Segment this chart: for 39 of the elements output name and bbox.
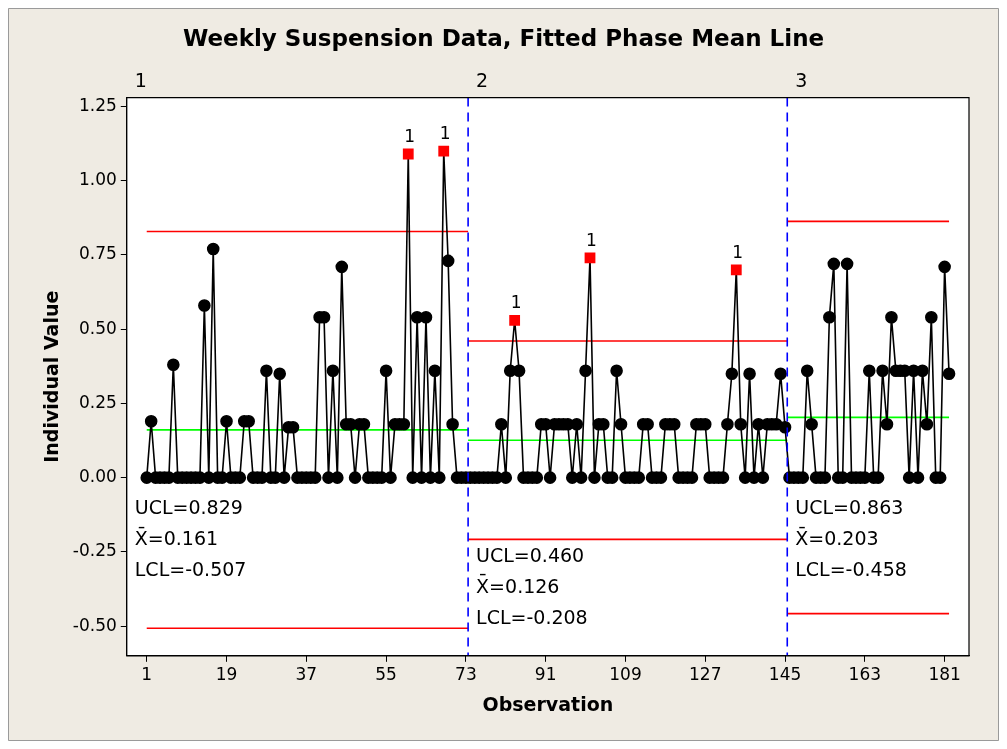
y-tick-label: 1.25 xyxy=(78,94,117,115)
annotation: UCL=0.829 xyxy=(134,496,243,519)
y-tick-label: 0.75 xyxy=(78,243,117,264)
annotation: X̄=0.126 xyxy=(476,573,560,597)
y-tick-label: -0.25 xyxy=(72,540,117,561)
annotation: 1 xyxy=(404,125,416,146)
annotation: LCL=-0.208 xyxy=(476,605,588,628)
y-tick-label: 0.50 xyxy=(78,317,117,338)
x-tick-label: 1 xyxy=(141,664,153,685)
annotation: 1 xyxy=(439,122,451,143)
y-axis-title: Individual Value xyxy=(40,290,63,463)
annotation: X̄=0.161 xyxy=(134,525,219,550)
x-tick-label: 73 xyxy=(455,664,477,685)
annotation: 1 xyxy=(510,292,522,313)
y-tick-label: 1.00 xyxy=(78,169,117,190)
x-tick-label: 55 xyxy=(375,664,397,685)
annotation: LCL=-0.458 xyxy=(795,558,907,581)
annotation: 1 xyxy=(586,229,597,250)
x-tick-label: 145 xyxy=(768,664,802,685)
x-tick-label: 163 xyxy=(848,664,882,685)
x-tick-label: 127 xyxy=(689,664,722,685)
annotation: LCL=-0.507 xyxy=(134,558,247,581)
annotation: UCL=0.460 xyxy=(476,543,585,566)
x-tick-label: 91 xyxy=(534,664,557,685)
x-tick-label: 181 xyxy=(928,664,961,685)
annotation: 1 xyxy=(732,241,744,262)
x-tick-label: 37 xyxy=(295,664,318,685)
x-axis-title: Observation xyxy=(482,692,614,715)
annotation: UCL=0.863 xyxy=(795,496,904,519)
chart-title: Weekly Suspension Data, Fitted Phase Mean Line xyxy=(182,24,825,51)
y-tick-label: 0.00 xyxy=(78,466,117,487)
x-tick-label: 19 xyxy=(215,664,238,685)
text: 3 xyxy=(795,69,808,92)
y-tick-label: -0.50 xyxy=(72,614,117,635)
text: 1 xyxy=(134,69,147,92)
y-tick-label: 0.25 xyxy=(78,391,117,412)
x-tick-label: 109 xyxy=(609,664,642,685)
text: 2 xyxy=(476,69,489,92)
annotation: X̄=0.203 xyxy=(795,525,879,550)
